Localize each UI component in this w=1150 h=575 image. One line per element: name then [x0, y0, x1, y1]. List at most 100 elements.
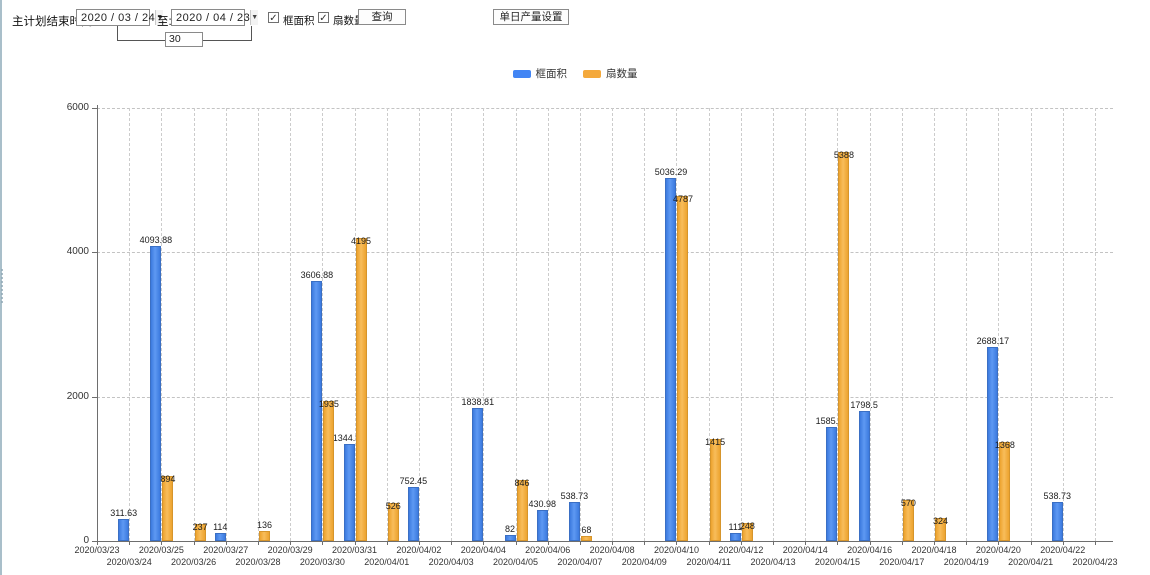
bar-value-label: 430.98 [528, 498, 556, 509]
bar-frame-area[interactable] [472, 408, 484, 541]
connector-line [117, 40, 165, 41]
bar-frame-area[interactable] [118, 518, 130, 541]
bar-value-label: 1368 [994, 440, 1015, 451]
splitter-handle[interactable] [0, 268, 4, 304]
x-gridline [901, 108, 903, 541]
connector-line [203, 40, 252, 41]
bar-fan-count[interactable] [162, 476, 174, 541]
x-tick-label: 2020/03/30 [299, 557, 345, 567]
x-tick-label: 2020/04/04 [460, 545, 506, 555]
bar-frame-area[interactable] [311, 280, 323, 541]
x-gridline [451, 108, 453, 541]
bar-value-label: 5036.29 [654, 166, 688, 177]
bar-frame-area[interactable] [214, 532, 226, 541]
y-tick-label: 4000 [66, 246, 89, 258]
bar-fan-count[interactable] [677, 195, 689, 541]
legend-item-frame-area[interactable]: 框面积 [512, 66, 567, 81]
x-gridline [579, 108, 581, 541]
date-from-picker[interactable]: 2020 / 03 / 24 ▼ [76, 9, 164, 26]
x-tick [740, 541, 742, 545]
bar-value-label: 324 [933, 515, 949, 526]
y-tick [92, 108, 97, 109]
bar-value-label: 248 [739, 521, 755, 532]
fan-count-checkbox[interactable]: ✓ [318, 12, 329, 24]
bar-frame-area[interactable] [504, 535, 516, 541]
bar-fan-count[interactable] [741, 523, 753, 541]
bar-fan-count[interactable] [194, 523, 206, 541]
x-tick [322, 541, 324, 545]
bar-value-label: 1798.5 [850, 400, 878, 411]
bar-fan-count[interactable] [999, 442, 1011, 541]
bar-value-label: 526 [385, 501, 401, 512]
date-to-value[interactable]: 2020 / 04 / 23 [176, 11, 251, 24]
y-tick [92, 541, 97, 542]
bar-frame-area[interactable] [536, 509, 548, 541]
x-gridline [1095, 108, 1096, 541]
x-gridline [998, 108, 1000, 541]
bar-value-label: 114 [213, 521, 228, 532]
x-gridline [966, 108, 968, 541]
query-button[interactable]: 查询 [358, 9, 406, 25]
bar-frame-area[interactable] [665, 177, 677, 541]
bar-frame-area[interactable] [987, 347, 999, 541]
interval-days-input[interactable]: 30 [165, 32, 203, 47]
bar-value-label: 237 [192, 521, 208, 532]
connector-line [117, 26, 118, 41]
bar-frame-area[interactable] [343, 443, 355, 541]
y-gridline [97, 396, 1113, 398]
x-tick [483, 541, 485, 545]
bar-frame-area[interactable] [568, 502, 580, 541]
date-from-dropdown-icon[interactable]: ▼ [155, 10, 164, 25]
x-tick-label: 2020/04/09 [621, 557, 667, 567]
x-tick [773, 541, 775, 545]
x-tick-label: 2020/04/15 [814, 557, 860, 567]
y-tick-label: 6000 [66, 102, 89, 113]
bar-fan-count[interactable] [709, 438, 721, 541]
x-gridline [515, 108, 517, 541]
bar-frame-area[interactable] [150, 245, 162, 541]
x-gridline [322, 108, 324, 541]
frame-area-checkbox-label: 框面积 [283, 15, 315, 27]
x-gridline [547, 108, 549, 541]
date-to-picker[interactable]: 2020 / 04 / 23 ▼ [171, 9, 259, 26]
bar-frame-area[interactable] [1051, 502, 1063, 541]
bar-fan-count[interactable] [580, 536, 592, 541]
date-to-dropdown-icon[interactable]: ▼ [250, 10, 259, 25]
x-tick-label: 2020/03/28 [235, 557, 281, 567]
bar-fan-count[interactable] [387, 503, 399, 541]
bar-fan-count[interactable] [355, 238, 367, 541]
x-tick [515, 541, 517, 545]
x-gridline [644, 108, 646, 541]
frame-area-checkbox[interactable]: ✓ [268, 12, 279, 24]
x-tick [354, 541, 356, 545]
bar-value-label: 136 [256, 520, 272, 531]
x-tick [193, 541, 195, 545]
bar-fan-count[interactable] [838, 152, 850, 541]
bar-fan-count[interactable] [902, 499, 914, 541]
bar-fan-count[interactable] [935, 517, 947, 541]
bar-frame-area[interactable] [729, 532, 741, 541]
y-gridline [97, 108, 1113, 109]
date-from-value[interactable]: 2020 / 03 / 24 [81, 11, 156, 24]
bar-fan-count[interactable] [258, 531, 270, 541]
bar-fan-count[interactable] [323, 401, 335, 541]
x-gridline [129, 108, 131, 541]
x-tick-label: 2020/04/02 [396, 545, 442, 555]
legend-swatch-fan-count [583, 69, 601, 78]
legend-label-fan-count: 扇数量 [606, 68, 638, 80]
x-tick-label: 2020/03/26 [171, 557, 217, 567]
bar-frame-area[interactable] [826, 426, 838, 541]
x-tick [225, 541, 227, 545]
bar-frame-area[interactable] [858, 411, 870, 541]
legend-item-fan-count[interactable]: 扇数量 [583, 66, 638, 81]
bar-fan-count[interactable] [516, 479, 528, 541]
bar-value-label: 4093.88 [139, 234, 173, 245]
x-gridline [676, 108, 678, 541]
x-gridline [934, 108, 936, 541]
x-tick [451, 541, 453, 545]
x-tick-label: 2020/04/12 [718, 545, 764, 555]
x-gridline [483, 108, 485, 541]
x-gridline [257, 108, 259, 541]
daily-output-settings-button[interactable]: 单日产量设置 [493, 9, 569, 25]
bar-frame-area[interactable] [407, 486, 419, 541]
